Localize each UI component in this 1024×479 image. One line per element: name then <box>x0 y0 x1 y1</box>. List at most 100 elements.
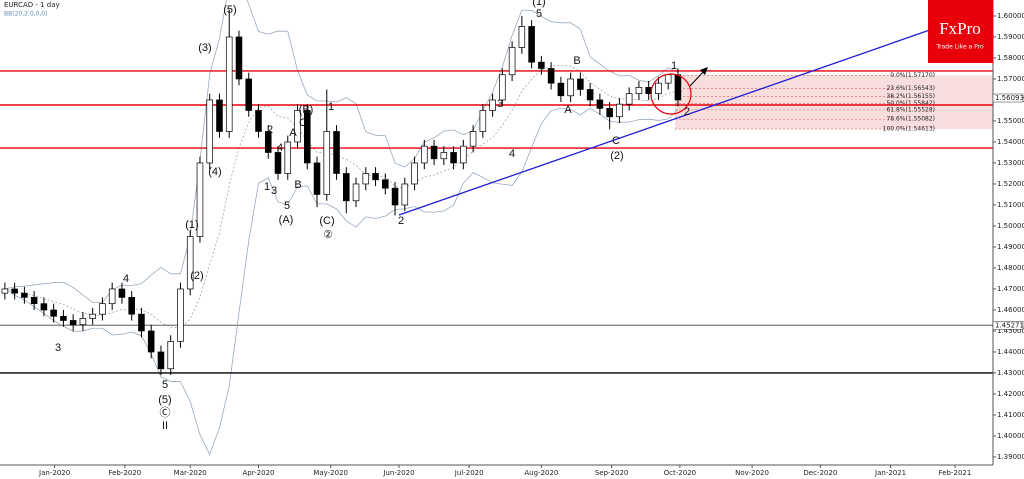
candle-body <box>138 313 145 332</box>
y-tick-label: 1.57000 <box>997 75 1024 83</box>
candle-body <box>40 303 48 311</box>
candle-body <box>274 152 282 174</box>
x-tick-label: Feb-2021 <box>939 469 972 477</box>
candle-body <box>147 330 155 353</box>
candle-body <box>450 152 457 164</box>
candle-body <box>21 292 28 298</box>
wave-label: 5 <box>284 200 290 212</box>
x-tick-label: Jan-2021 <box>874 469 906 477</box>
wave-label: (B) <box>299 104 314 116</box>
wave-label: 3 <box>497 98 503 110</box>
fib-label: 100.0%(1.54613) <box>883 126 935 133</box>
wave-label: (1) <box>185 219 198 231</box>
wave-label: 5 <box>536 8 542 20</box>
wave-label: 2 <box>684 106 690 118</box>
candle-body <box>411 162 418 185</box>
wave-label: ② <box>323 229 333 241</box>
y-tick-label: 1.41000 <box>997 411 1024 419</box>
wave-label: (5) <box>223 4 236 16</box>
candle-body <box>323 131 331 195</box>
candle-body <box>294 110 301 143</box>
candle-body <box>460 145 467 164</box>
wave-label: 3 <box>55 342 61 354</box>
candle-body <box>118 288 126 298</box>
candle-body <box>586 89 594 101</box>
candle-body <box>547 68 555 84</box>
candle-body <box>362 173 370 185</box>
candle-body <box>421 145 428 164</box>
y-tick-label: 1.42000 <box>997 390 1024 398</box>
candle-body <box>60 315 67 321</box>
y-tick-label: 1.47000 <box>997 285 1024 293</box>
candle-body <box>157 351 165 370</box>
y-tick-label: 1.40000 <box>997 432 1024 440</box>
wave-label: B <box>573 55 580 67</box>
candle-body <box>284 141 292 174</box>
wave-label: (2) <box>610 150 623 162</box>
y-tick-label: 1.51000 <box>997 201 1024 209</box>
candle-body <box>1 288 9 294</box>
wave-label: (A) <box>279 214 294 226</box>
candle-body <box>303 110 311 164</box>
wave-label: (3) <box>198 42 211 54</box>
candle-body <box>108 288 116 305</box>
x-tick-label: Jan-2020 <box>38 469 70 477</box>
x-tick-label: Aug-2020 <box>524 469 558 477</box>
candle-body <box>255 110 262 132</box>
indicator-label: BB(20,2.0,0,0) <box>4 11 47 18</box>
wave-label: B <box>294 179 301 191</box>
x-tick-label: Oct-2020 <box>664 469 696 477</box>
wave-label: (5) <box>158 394 171 406</box>
candle-body <box>245 78 253 111</box>
fib-label: 0.0%(1.57170) <box>890 72 935 79</box>
fib-label: 78.6%(1.55082) <box>886 116 935 123</box>
candle-body <box>69 320 77 326</box>
wave-label: 2 <box>267 124 273 136</box>
candle-body <box>264 131 272 153</box>
x-tick-label: Mar-2020 <box>174 469 207 477</box>
fib-label: 61.8%(1.55528) <box>886 106 935 113</box>
wave-label: A <box>289 127 297 139</box>
wave-label: 5 <box>162 379 168 391</box>
wave-label: 1 <box>264 181 270 193</box>
y-tick-label: 1.44000 <box>997 348 1024 356</box>
candle-body <box>674 74 682 101</box>
chart-title: EURCAD - 1 day <box>4 1 60 9</box>
wave-label: 4 <box>277 142 283 154</box>
candle-body <box>479 110 487 132</box>
arrow-head <box>700 67 708 75</box>
candle-body <box>655 82 662 95</box>
fib-label: 23.6%(1.56543) <box>886 85 935 92</box>
x-tick-label: Jun-2020 <box>382 469 414 477</box>
wave-label: 4 <box>509 148 515 160</box>
y-tick-label: 1.52000 <box>997 180 1024 188</box>
candle-body <box>196 162 204 237</box>
candle-body <box>177 288 184 342</box>
fib-zone <box>675 75 993 130</box>
price-tag-label: 1.45271 <box>995 321 1024 329</box>
y-tick-label: 1.59000 <box>997 33 1024 41</box>
y-tick-label: 1.54000 <box>997 138 1024 146</box>
trendline <box>398 7 994 216</box>
candle-body <box>391 187 399 206</box>
candle-body <box>538 61 545 69</box>
fib-label: 50.0%(1.55842) <box>886 100 935 107</box>
wave-label: 3 <box>271 185 277 197</box>
x-tick-label: Feb-2020 <box>108 469 141 477</box>
y-tick-label: 1.46000 <box>997 306 1024 314</box>
candle-body <box>30 297 38 305</box>
wave-label: (2) <box>190 270 203 282</box>
wave-label: (4) <box>208 166 221 178</box>
candle-body <box>577 78 584 90</box>
y-tick-label: 1.43000 <box>997 369 1024 377</box>
y-tick-label: 1.39000 <box>997 453 1024 461</box>
x-tick-label: May-2020 <box>313 469 348 477</box>
candle-body <box>50 309 57 317</box>
wave-label: 1 <box>671 60 677 72</box>
candle-body <box>343 173 350 202</box>
logo-tagline: Trade Like a Pro <box>935 44 984 51</box>
y-tick-label: 1.49000 <box>997 243 1024 251</box>
candle-body <box>489 99 496 111</box>
wave-label: C <box>299 117 307 129</box>
candle-body <box>499 74 506 101</box>
